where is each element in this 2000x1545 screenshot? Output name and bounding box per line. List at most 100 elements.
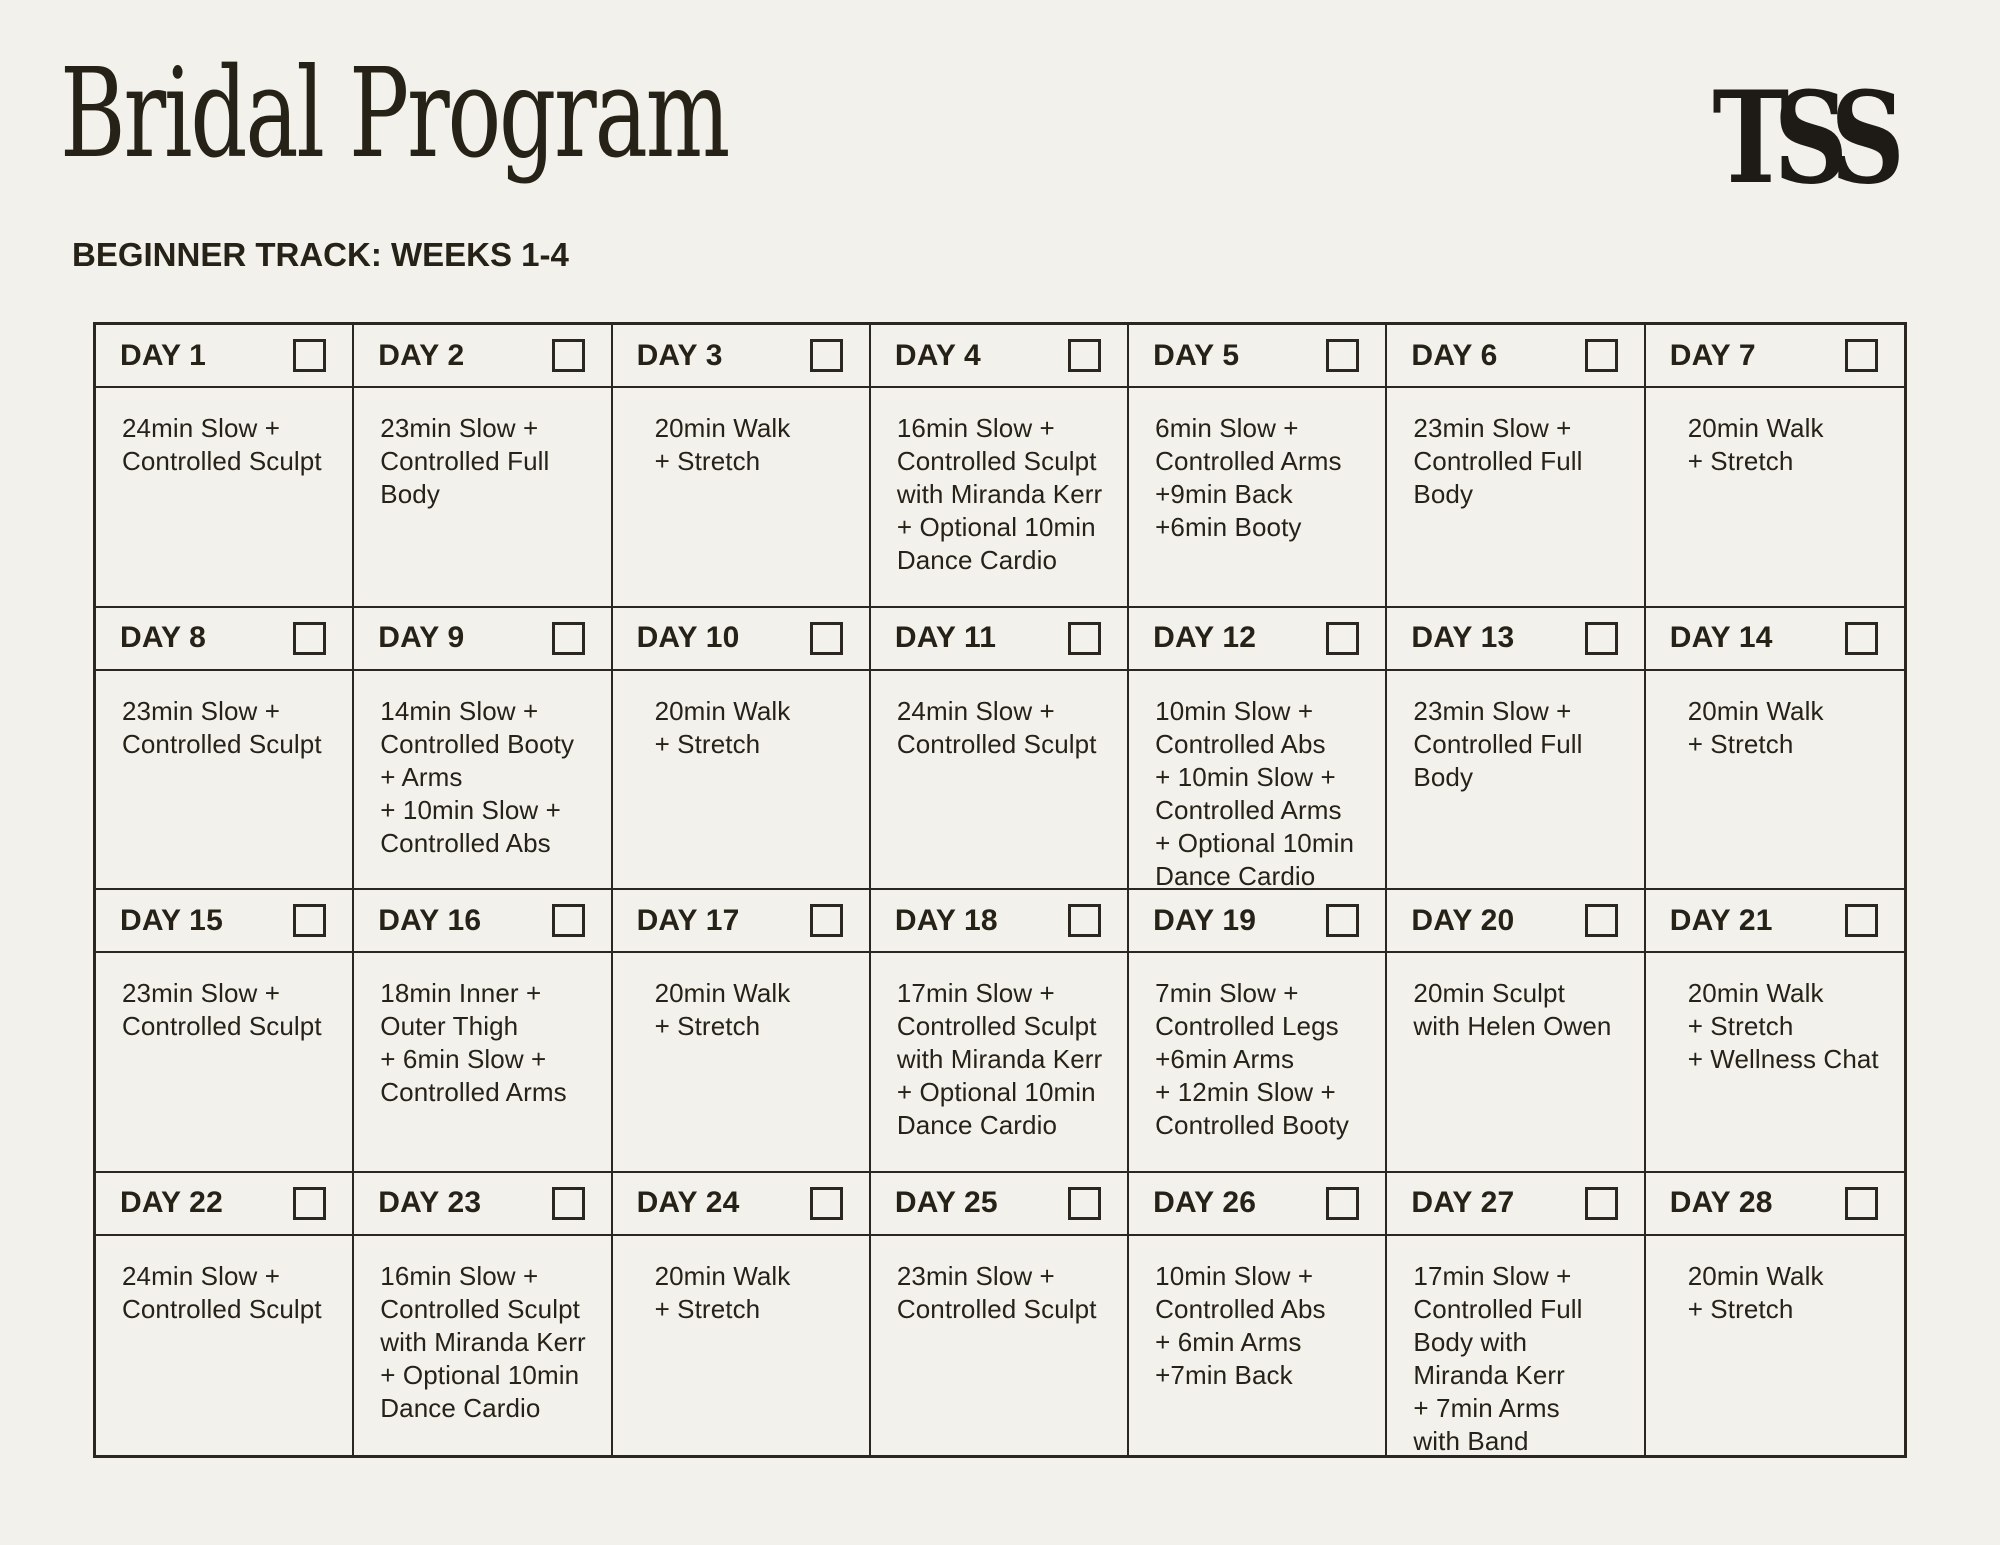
workout-text: 23min Slow + Controlled Full Body <box>1413 695 1583 792</box>
day-cell-header: DAY 9 <box>354 608 611 671</box>
day-label: DAY 2 <box>378 338 465 372</box>
day-cell: DAY 21 20min Walk + Stretch + Wellness C… <box>1645 890 1904 1173</box>
day-cell: DAY 13 23min Slow + Controlled Full Body <box>1387 607 1646 890</box>
day-cell-header: DAY 18 <box>870 890 1128 953</box>
day-checkbox[interactable] <box>293 621 327 655</box>
workout-text: 20min Walk + Stretch <box>1687 1260 1824 1324</box>
day-checkbox[interactable] <box>1844 339 1878 372</box>
day-cell-header: DAY 17 <box>612 890 869 953</box>
day-checkbox[interactable] <box>1326 1186 1360 1220</box>
day-cell-header: DAY 25 <box>870 1173 1128 1236</box>
day-checkbox[interactable] <box>1068 621 1102 655</box>
day-cell: DAY 28 20min Walk + Stretch <box>1645 1173 1904 1456</box>
day-checkbox[interactable] <box>293 904 327 937</box>
day-cell-header: DAY 13 <box>1387 608 1644 671</box>
day-cell: DAY 3 20min Walk + Stretch <box>612 325 871 608</box>
day-checkbox[interactable] <box>551 621 585 655</box>
workout-text: 24min Slow + Controlled Sculpt <box>896 695 1097 759</box>
day-label: DAY 13 <box>1411 621 1515 654</box>
day-label: DAY 5 <box>1153 338 1240 372</box>
day-checkbox[interactable] <box>809 904 843 937</box>
day-label: DAY 8 <box>120 621 207 654</box>
day-label: DAY 4 <box>894 338 981 372</box>
workout-text: 24min Slow + Controlled Sculpt <box>122 413 322 476</box>
day-cell-header: DAY 14 <box>1645 608 1904 671</box>
workout-text: 23min Slow + Controlled Sculpt <box>122 695 322 759</box>
workout-text: 6min Slow + Controlled Arms +9min Back +… <box>1155 413 1342 542</box>
day-label: DAY 17 <box>636 903 740 937</box>
page-title: Bridal Program <box>60 42 730 186</box>
day-cell-header: DAY 28 <box>1645 1173 1904 1236</box>
day-label: DAY 26 <box>1153 1186 1257 1219</box>
day-label: DAY 22 <box>120 1186 223 1219</box>
day-checkbox[interactable] <box>1068 1186 1102 1220</box>
track-subtitle: BEGINNER TRACK: WEEKS 1-4 <box>72 236 569 273</box>
day-label: DAY 21 <box>1669 903 1773 937</box>
day-checkbox[interactable] <box>1584 904 1618 937</box>
day-checkbox[interactable] <box>1584 621 1618 655</box>
day-label: DAY 14 <box>1669 621 1773 654</box>
workout-text: 20min Sculpt with Helen Owen <box>1413 978 1612 1041</box>
day-checkbox[interactable] <box>1844 904 1878 937</box>
day-cell-header: DAY 22 <box>96 1173 353 1236</box>
workout-text: 20min Walk + Stretch <box>654 978 791 1041</box>
day-cell-header: DAY 26 <box>1129 1173 1386 1236</box>
day-label: DAY 11 <box>894 621 997 654</box>
workout-text: 24min Slow + Controlled Sculpt <box>122 1260 322 1324</box>
day-checkbox[interactable] <box>1326 621 1360 655</box>
day-checkbox[interactable] <box>1326 904 1360 937</box>
day-label: DAY 23 <box>378 1186 482 1219</box>
day-cell: DAY 20 20min Sculpt with Helen Owen <box>1387 890 1646 1173</box>
day-label: DAY 20 <box>1411 903 1515 937</box>
day-checkbox[interactable] <box>551 1186 585 1220</box>
day-checkbox[interactable] <box>1326 339 1360 372</box>
day-label: DAY 16 <box>378 903 482 937</box>
workout-text: 20min Walk + Stretch <box>654 413 791 476</box>
day-checkbox[interactable] <box>1068 339 1102 372</box>
day-cell-header: DAY 27 <box>1387 1173 1644 1236</box>
workout-text: 17min Slow + Controlled Full Body with M… <box>1413 1260 1583 1456</box>
day-cell: DAY 23 16min Slow + Controlled Sculpt wi… <box>354 1172 613 1455</box>
workout-text: 20min Walk + Stretch <box>1687 413 1824 476</box>
workout-text: 18min Inner + Outer Thigh + 6min Slow + … <box>380 978 567 1107</box>
day-label: DAY 3 <box>636 338 723 372</box>
day-cell: DAY 8 23min Slow + Controlled Sculpt <box>96 607 355 890</box>
day-label: DAY 7 <box>1669 338 1756 372</box>
day-cell: DAY 22 24min Slow + Controlled Sculpt <box>96 1172 355 1455</box>
day-cell-header: DAY 19 <box>1129 890 1386 953</box>
day-cell: DAY 19 7min Slow + Controlled Legs +6min… <box>1129 890 1388 1173</box>
day-checkbox[interactable] <box>551 339 585 372</box>
day-cell: DAY 27 17min Slow + Controlled Full Body… <box>1387 1172 1646 1456</box>
tss-logo: TSS <box>1712 64 1905 212</box>
day-checkbox[interactable] <box>809 339 843 372</box>
day-label: DAY 28 <box>1669 1186 1773 1219</box>
day-cell: DAY 12 10min Slow + Controlled Abs + 10m… <box>1129 607 1388 890</box>
day-checkbox[interactable] <box>809 1186 843 1220</box>
workout-text: 10min Slow + Controlled Abs + 10min Slow… <box>1155 695 1355 889</box>
day-checkbox[interactable] <box>1844 621 1878 655</box>
day-checkbox[interactable] <box>1584 1186 1618 1220</box>
program-calendar-grid: DAY 1 24min Slow + Controlled Sculpt DAY… <box>93 322 1907 1458</box>
workout-text: 16min Slow + Controlled Sculpt with Mira… <box>896 413 1103 575</box>
day-checkbox[interactable] <box>1584 339 1618 372</box>
day-checkbox[interactable] <box>293 339 327 372</box>
day-cell-header: DAY 3 <box>612 325 869 388</box>
day-cell: DAY 16 18min Inner + Outer Thigh + 6min … <box>354 890 613 1173</box>
day-cell: DAY 25 23min Slow + Controlled Sculpt <box>870 1172 1130 1455</box>
day-cell-header: DAY 16 <box>354 890 611 953</box>
day-cell-header: DAY 10 <box>612 608 869 671</box>
workout-text: 23min Slow + Controlled Full Body <box>1413 413 1583 509</box>
day-checkbox[interactable] <box>1844 1186 1878 1220</box>
day-checkbox[interactable] <box>293 1186 327 1220</box>
day-cell-header: DAY 1 <box>96 325 353 388</box>
day-checkbox[interactable] <box>551 904 585 937</box>
day-cell-header: DAY 2 <box>354 325 611 388</box>
day-checkbox[interactable] <box>809 621 843 655</box>
day-label: DAY 25 <box>894 1186 998 1219</box>
day-label: DAY 15 <box>120 903 223 937</box>
day-checkbox[interactable] <box>1068 904 1102 937</box>
day-label: DAY 1 <box>120 338 207 372</box>
day-cell: DAY 4 16min Slow + Controlled Sculpt wit… <box>870 325 1130 608</box>
workout-text: 14min Slow + Controlled Booty + Arms + 1… <box>380 695 575 858</box>
day-cell-header: DAY 4 <box>870 325 1128 388</box>
